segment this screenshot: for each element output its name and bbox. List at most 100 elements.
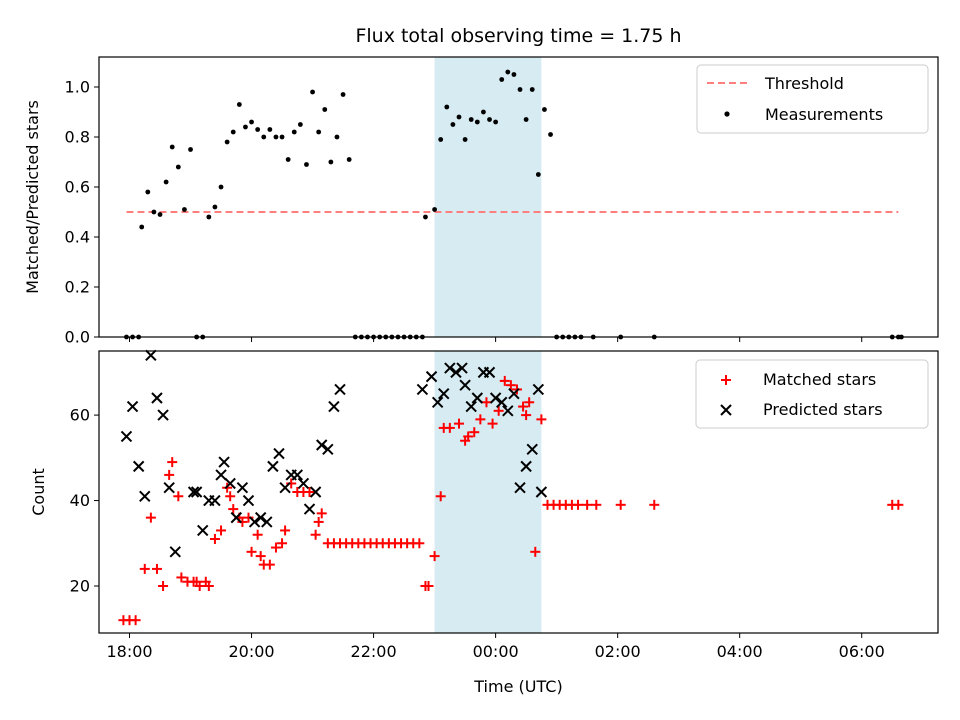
predicted-star-point (236, 482, 249, 494)
x-ticks-bottom: 18:00 20:00 22:00 00:00 02:00 04:00 06:00 (106, 633, 885, 661)
measurement-point (182, 207, 187, 212)
predicted-star-point (273, 447, 285, 460)
predicted-star-point (242, 494, 255, 507)
measurement-point (249, 119, 254, 125)
cross-b (438, 388, 450, 400)
predicted-star-point (438, 388, 450, 400)
cross-b (224, 477, 236, 490)
predicted-star-point (514, 482, 526, 494)
matched-star-point (487, 418, 498, 429)
matched-star-point (243, 512, 254, 523)
measurement-point (517, 87, 523, 92)
cross-b (248, 516, 261, 528)
predicted-star-point (197, 524, 209, 537)
cross-b (416, 383, 429, 396)
matched-star-point (316, 508, 327, 519)
cross-b (120, 430, 133, 443)
predicted-star-point (139, 490, 151, 502)
legend-bottom: Matched stars Predicted stars (695, 359, 929, 429)
cross-b (215, 469, 227, 481)
matched-star-point (145, 512, 156, 523)
highlight-span-top (434, 57, 542, 337)
cross-b (720, 404, 732, 416)
cross-b (190, 486, 203, 498)
matched-star-point (521, 410, 532, 421)
measurement-point (236, 102, 242, 107)
measurement-point (157, 212, 163, 217)
matched-star-point (518, 401, 529, 412)
cross-b (456, 362, 468, 374)
measurement-point (163, 179, 169, 185)
matched-star-point (435, 491, 446, 502)
matched-star-point (499, 375, 510, 386)
predicted-star-point (254, 511, 267, 524)
cross-b (157, 409, 169, 421)
cross-b (163, 482, 175, 494)
matched-star-point (176, 572, 187, 583)
matched-star-point (237, 516, 248, 527)
cross-b (303, 503, 316, 515)
y-tick-label: 0.0 (65, 328, 90, 347)
predicted-star-point (309, 486, 322, 498)
measurement-point (481, 109, 486, 115)
matched-star-point (158, 581, 169, 591)
matched-star-point (209, 534, 220, 544)
measurement-point (487, 117, 492, 122)
cross-b (187, 486, 200, 498)
measurement-point (529, 87, 535, 92)
predicted-star-point (465, 400, 477, 413)
measurement-point (340, 92, 346, 97)
measurement-point (297, 122, 303, 127)
y-tick-label: 0.4 (65, 228, 90, 247)
measurement-point (328, 159, 334, 165)
legend-matched-swatch (721, 375, 731, 385)
measurement-point (151, 209, 157, 215)
cross-b (132, 460, 145, 473)
cross-b (261, 516, 273, 528)
predicted-star-point (508, 388, 520, 400)
legend-top: Threshold Measurements (696, 64, 929, 134)
measurement-point (316, 129, 322, 135)
measurement-point (273, 134, 279, 140)
measurement-point (322, 107, 328, 112)
y-tick-label: 0.2 (65, 278, 90, 297)
predicted-star-point (456, 362, 468, 374)
cross-b (139, 490, 151, 502)
x-axis-label: Time (UTC) (473, 677, 562, 696)
cross-b (254, 511, 267, 524)
cross-b (291, 469, 304, 481)
y-tick-label: 1.0 (65, 78, 90, 97)
cross-b (444, 362, 456, 374)
matched-star-point (264, 559, 275, 570)
measurement-point (169, 144, 175, 150)
legend-predicted-swatch (720, 404, 732, 416)
predicted-star-point (431, 396, 444, 408)
matched-star-point (167, 457, 178, 468)
measurement-point (310, 89, 315, 95)
predicted-star-point (303, 503, 316, 515)
cross-b (242, 494, 255, 507)
measurement-point (505, 69, 511, 75)
cross-b (334, 383, 346, 396)
cross-b (425, 370, 438, 383)
legend-box-bottom (695, 359, 929, 429)
cross-b (514, 482, 526, 494)
measurement-point (542, 107, 547, 112)
cross-b (279, 482, 291, 494)
predicted-star-point (248, 516, 261, 528)
cross-b (450, 366, 462, 379)
measurement-point (523, 117, 529, 122)
predicted-stars-points (120, 349, 548, 558)
measurement-point (279, 134, 285, 140)
cross-b (328, 400, 340, 413)
matched-star-point (893, 499, 904, 510)
y-ticks-top: 0.0 0.2 0.4 0.6 0.8 1.0 (65, 78, 99, 347)
matched-star-point (463, 431, 474, 442)
measurement-point (548, 132, 553, 137)
measurement-point (145, 189, 151, 195)
cross-b (236, 482, 249, 494)
matched-star-point (228, 504, 239, 515)
y-tick-label: 0.6 (65, 178, 90, 197)
measurement-point (285, 157, 291, 162)
